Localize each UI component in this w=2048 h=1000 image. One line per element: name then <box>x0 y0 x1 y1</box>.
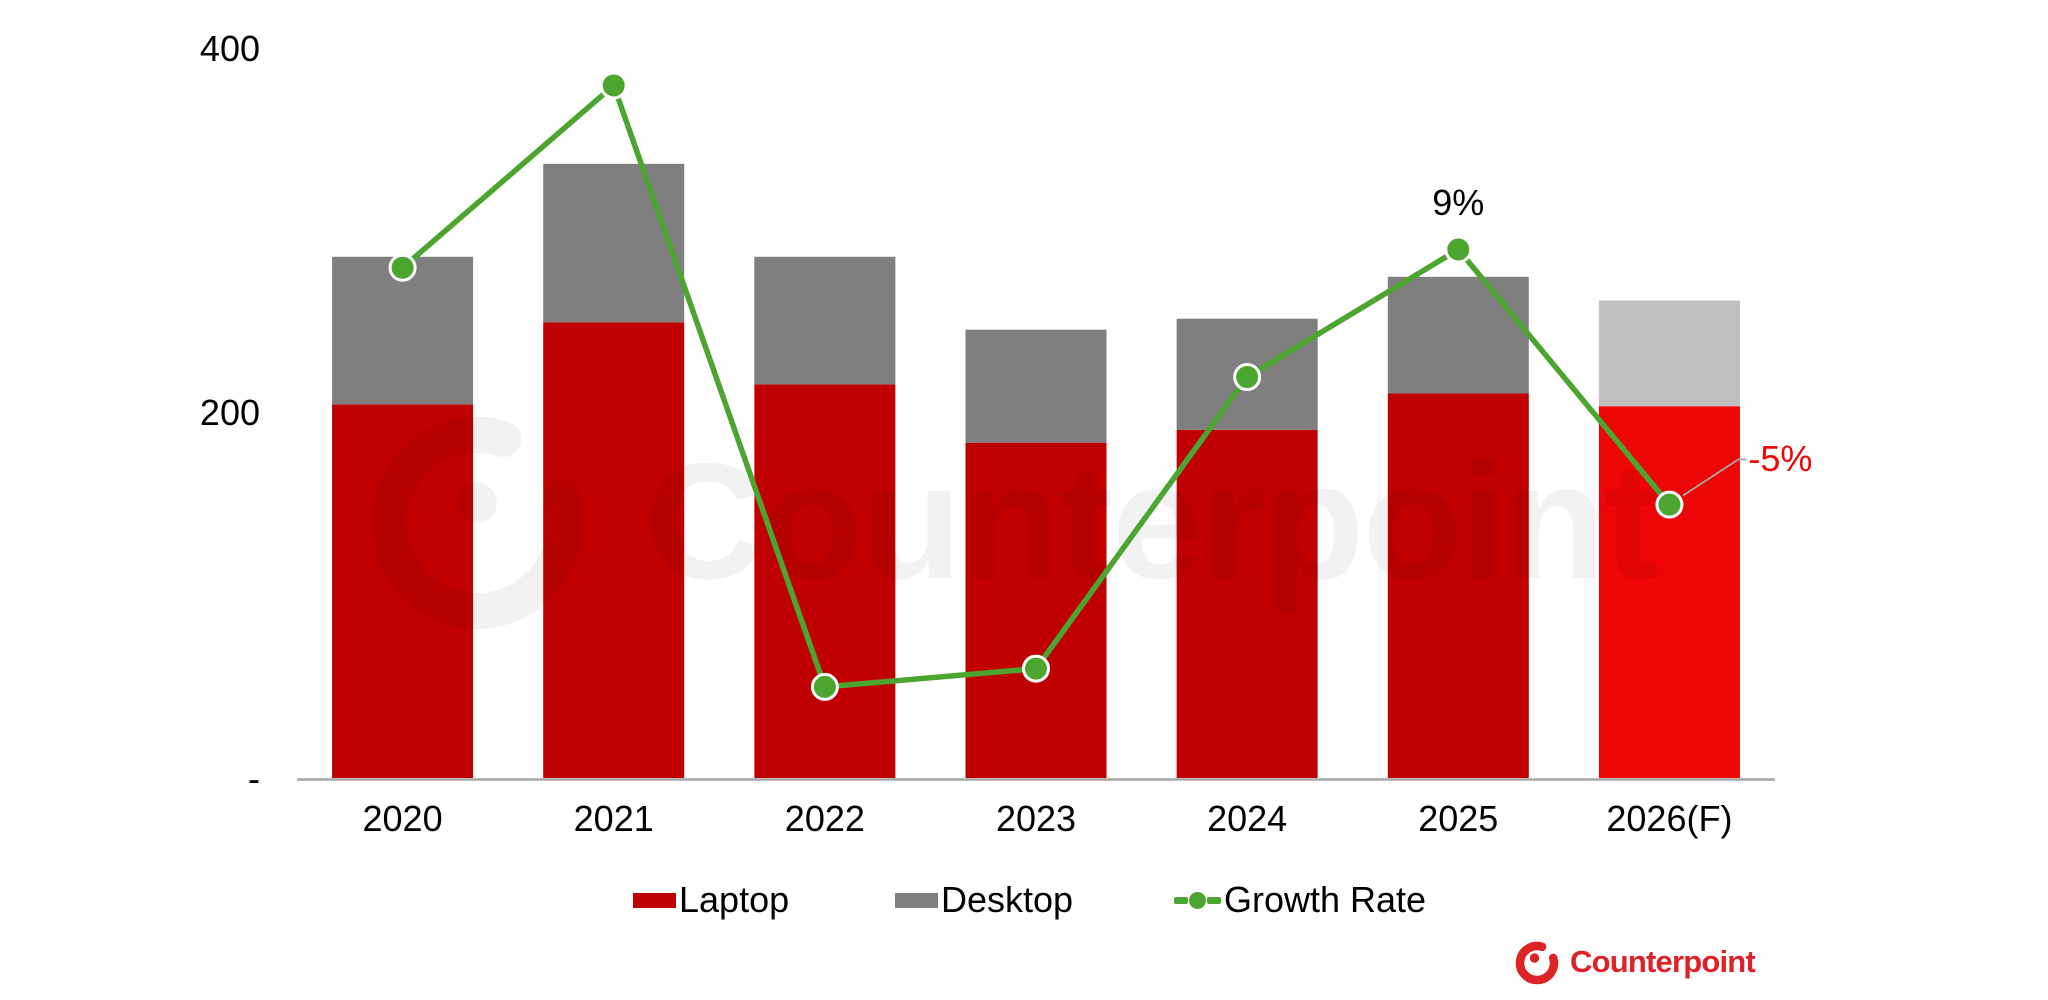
bar-desktop-2026(F) <box>1598 300 1740 407</box>
x-axis-label-2023: 2023 <box>995 798 1077 839</box>
legend-label-desktop: Desktop <box>941 879 1074 920</box>
watermark-layer: Counterpoint <box>371 417 1659 629</box>
growth-label-2025: 9% <box>1432 181 1485 223</box>
bar-desktop-2022 <box>754 256 896 385</box>
growth-point-2020 <box>388 253 417 282</box>
bar-laptop-2021 <box>543 322 685 778</box>
legend-dash-left <box>1174 896 1188 904</box>
x-axis-label-2021: 2021 <box>573 798 654 839</box>
bar-desktop-2021 <box>543 163 685 323</box>
legend-dash-right <box>1207 896 1221 904</box>
bar-laptop-2023 <box>965 442 1107 778</box>
watermark-text: Counterpoint <box>645 429 1657 613</box>
counterpoint-logo: Counterpoint <box>1514 933 1756 991</box>
legend-label-growth-rate: Growth Rate <box>1224 879 1427 920</box>
x-axis-label-2022: 2022 <box>784 798 865 839</box>
legend-dot <box>1189 891 1206 909</box>
watermark-logo-dot <box>457 483 497 523</box>
growth-line-layer <box>388 71 1684 701</box>
legend-label-laptop: Laptop <box>679 879 790 920</box>
legend-swatch-laptop <box>633 892 676 908</box>
counterpoint-logo-text: Counterpoint <box>1570 944 1756 979</box>
growth-label-2026: -5% <box>1748 438 1813 480</box>
bar-laptop-2026(F) <box>1598 406 1740 778</box>
y-axis-tick-200: 200 <box>199 392 260 433</box>
x-axis-label-2020: 2020 <box>362 798 443 839</box>
y-axis-tick-400: 400 <box>199 28 260 69</box>
legend-item-laptop: Laptop <box>633 876 789 924</box>
legend-item-desktop: Desktop <box>895 876 1073 924</box>
counterpoint-logo-icon <box>1515 941 1559 985</box>
bar-laptop-2025 <box>1387 393 1529 778</box>
legend-item-growth-rate: Growth Rate <box>1174 876 1426 924</box>
annotation-leader-layer <box>1682 458 1747 497</box>
growth-point-2025 <box>1444 235 1473 264</box>
annotation-leader-line <box>1682 458 1747 497</box>
legend-swatch-desktop <box>895 892 938 908</box>
watermark-logo-ring <box>371 417 583 629</box>
x-axis-label-2026(F): 2026(F) <box>1606 798 1733 839</box>
growth-point-2022 <box>810 672 839 701</box>
bar-laptop-2022 <box>754 384 896 778</box>
bar-laptop-2020 <box>332 404 474 778</box>
x-axis-label-2024: 2024 <box>1207 798 1288 839</box>
growth-point-2024 <box>1233 363 1262 392</box>
y-axis-tick-zero: - <box>248 758 260 799</box>
x-axis-label-2025: 2025 <box>1418 798 1499 839</box>
bar-laptop-2024 <box>1176 429 1318 778</box>
legend-line-marker-icon <box>1174 891 1221 909</box>
growth-point-2023 <box>1022 654 1050 683</box>
bar-desktop-2023 <box>965 329 1107 443</box>
bar-desktop-2025 <box>1387 276 1529 394</box>
growth-point-2021 <box>599 71 628 100</box>
growth-point-2026(F) <box>1655 490 1684 519</box>
